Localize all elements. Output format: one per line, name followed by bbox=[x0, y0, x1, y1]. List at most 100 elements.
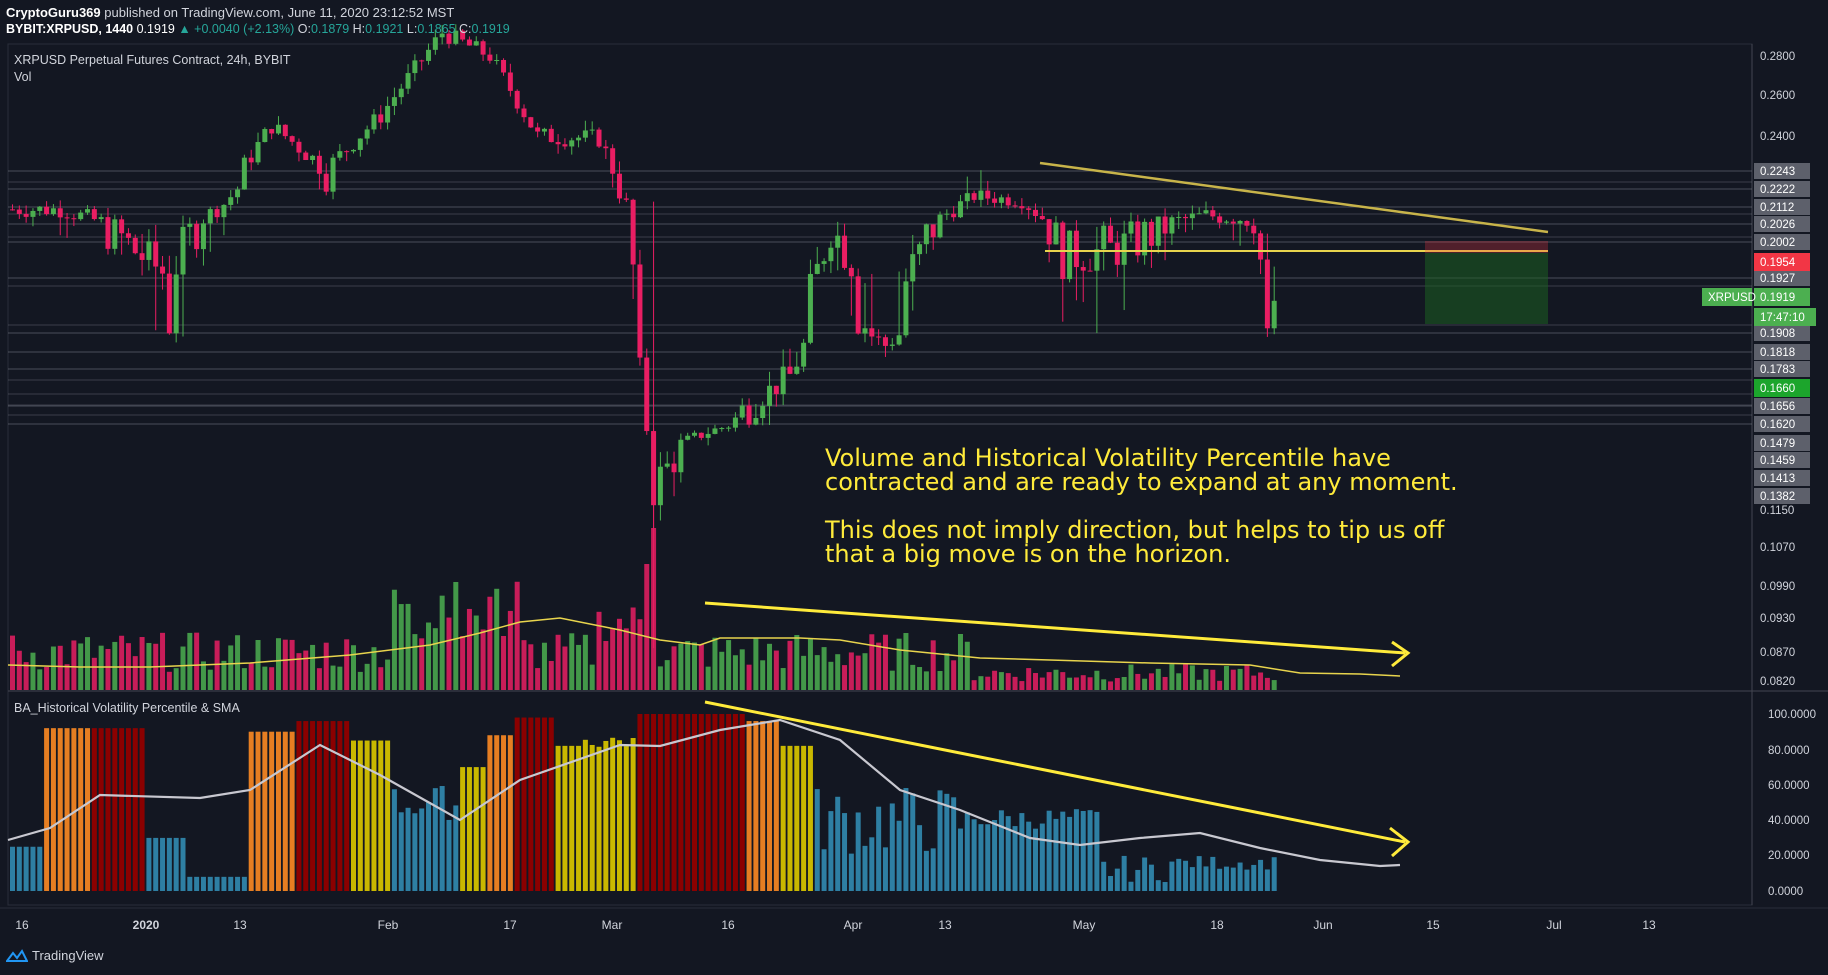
price-badge bbox=[1754, 253, 1810, 271]
hvp-bar bbox=[105, 728, 111, 891]
volume-bar bbox=[582, 634, 588, 690]
hvp-bar bbox=[773, 721, 779, 891]
hvp-bar bbox=[37, 846, 43, 891]
hvp-bar bbox=[821, 849, 827, 891]
volume-bar bbox=[1114, 678, 1120, 690]
volume-bar bbox=[207, 669, 213, 690]
high-value: 0.1921 bbox=[365, 22, 404, 36]
hvp-bar bbox=[419, 808, 425, 891]
hvp-bar bbox=[569, 745, 575, 891]
price-tick-label: 0.2800 bbox=[1760, 51, 1795, 63]
hvp-bar bbox=[1142, 857, 1148, 891]
volume-bar bbox=[698, 644, 704, 690]
hvp-bar bbox=[1114, 868, 1120, 891]
candle bbox=[139, 253, 145, 260]
volume-bar bbox=[1142, 678, 1148, 690]
candle bbox=[1196, 213, 1202, 215]
volume-bar bbox=[351, 645, 356, 690]
volume-bar bbox=[371, 647, 377, 690]
candle bbox=[419, 60, 425, 62]
volume-bar bbox=[1087, 677, 1093, 690]
candle bbox=[1264, 259, 1270, 329]
hvp-bar bbox=[173, 837, 179, 891]
candle bbox=[1176, 216, 1182, 218]
hvp-bar bbox=[780, 745, 786, 891]
hvp-bar bbox=[23, 846, 29, 891]
hvp-bar bbox=[801, 745, 807, 891]
volume-bar bbox=[330, 665, 336, 690]
candle bbox=[910, 254, 916, 282]
volume-bar bbox=[541, 642, 547, 690]
volume-bar bbox=[814, 655, 820, 690]
candle bbox=[1026, 208, 1032, 210]
publisher-name[interactable]: CryptoGuru369 bbox=[6, 5, 101, 20]
hvp-bar bbox=[678, 714, 684, 891]
footer-brand[interactable]: TradingView bbox=[6, 948, 104, 963]
hvp-bar bbox=[371, 740, 377, 891]
candle bbox=[275, 124, 281, 134]
candle bbox=[371, 114, 377, 130]
candle bbox=[405, 73, 411, 89]
volume-bar bbox=[385, 659, 391, 690]
volume-bar bbox=[1196, 679, 1202, 690]
hvp-bar bbox=[992, 820, 998, 891]
hvp-bar bbox=[1230, 867, 1236, 891]
hvp-bar bbox=[910, 793, 916, 891]
candle bbox=[923, 224, 929, 245]
last-price: 0.1919 bbox=[136, 22, 175, 36]
candle bbox=[985, 190, 991, 199]
candle bbox=[1019, 206, 1025, 209]
hvp-bar bbox=[842, 813, 848, 891]
hvp-bar bbox=[739, 714, 745, 891]
volume-bar bbox=[1183, 664, 1189, 690]
candle bbox=[548, 128, 554, 143]
hvp-bar bbox=[228, 876, 234, 891]
candle bbox=[767, 385, 773, 406]
candle bbox=[1223, 221, 1229, 223]
volume-bar bbox=[1251, 675, 1257, 690]
hvp-bar bbox=[1264, 869, 1270, 891]
volume-bar bbox=[746, 664, 752, 690]
candle bbox=[992, 198, 998, 203]
candle bbox=[514, 90, 520, 109]
volume-bar bbox=[576, 644, 582, 690]
volume-bar bbox=[166, 671, 172, 690]
volume-bar bbox=[344, 639, 350, 690]
candle bbox=[460, 30, 466, 40]
candle bbox=[801, 342, 807, 367]
price-tick-label: 0.2400 bbox=[1760, 131, 1795, 143]
volume-bar bbox=[794, 635, 800, 690]
candle bbox=[1114, 242, 1120, 265]
time-tick-label: Jul bbox=[1546, 918, 1561, 932]
candle bbox=[228, 197, 234, 205]
open-value: 0.1879 bbox=[310, 22, 350, 36]
candle bbox=[1189, 213, 1195, 219]
hvp-bar bbox=[323, 721, 329, 891]
volume-bar bbox=[835, 654, 841, 690]
volume-bar bbox=[187, 632, 193, 690]
candle bbox=[576, 137, 582, 141]
candle bbox=[364, 129, 370, 139]
volume-bar bbox=[930, 640, 936, 690]
candle bbox=[1101, 225, 1107, 250]
hvp-bar bbox=[405, 807, 411, 891]
volume-group bbox=[10, 528, 1277, 690]
volume-bar bbox=[221, 660, 227, 690]
candle bbox=[1271, 300, 1277, 329]
price-tick-label-bg bbox=[1754, 163, 1810, 179]
price-tick-label: 0.2002 bbox=[1760, 237, 1795, 249]
candle bbox=[439, 33, 445, 38]
ohlc-header: BYBIT:XRPUSD, 1440 0.1919 ▲ +0.0040 (+2.… bbox=[6, 22, 510, 36]
hvp-bar bbox=[957, 828, 963, 891]
volume-bar bbox=[753, 638, 759, 690]
hvp-bar bbox=[139, 728, 145, 891]
volume-bar bbox=[780, 668, 786, 690]
hvp-bar bbox=[712, 714, 718, 891]
volume-bar bbox=[1135, 673, 1141, 690]
candle bbox=[241, 157, 247, 190]
price-tick-label-bg bbox=[1754, 452, 1810, 468]
volume-bar bbox=[1101, 679, 1107, 690]
hvp-bar bbox=[1196, 856, 1202, 891]
hvp-bar bbox=[876, 806, 882, 891]
volume-bar bbox=[1046, 672, 1052, 690]
